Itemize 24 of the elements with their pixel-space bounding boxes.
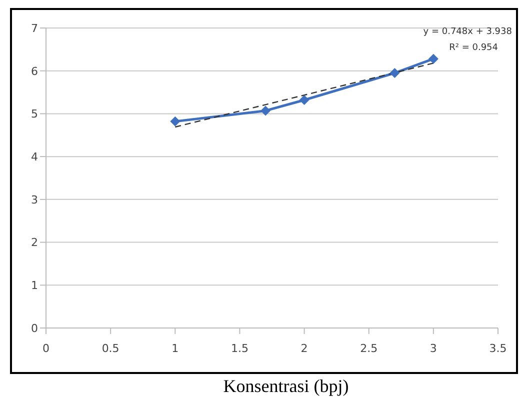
- point: [428, 54, 438, 64]
- x-tick-label: 2: [300, 342, 308, 355]
- x-axis-title: Konsentrasi (bpj): [222, 376, 350, 397]
- x-tick-label: 1.5: [230, 342, 248, 355]
- y-tick-label: 4: [31, 150, 38, 164]
- y-tick-label: 0: [31, 322, 38, 335]
- point: [299, 95, 310, 105]
- y-tick-label: 7: [31, 22, 38, 35]
- x-tick-label: 0.5: [102, 342, 120, 355]
- point: [260, 106, 271, 116]
- y-tick-label: 1: [31, 279, 38, 292]
- y-tick-label: 6: [31, 64, 38, 78]
- annotation: R² = 0.954: [448, 42, 498, 55]
- x-tick-label: 2.5: [360, 342, 378, 355]
- point: [170, 116, 180, 126]
- x-tick-label: 3: [430, 342, 437, 355]
- y-tick-label: 2: [31, 236, 38, 250]
- y-tick-label: 3: [31, 193, 38, 206]
- y-tick-label: 5: [31, 108, 38, 121]
- annotation: y = 0.748x + 3.938: [423, 26, 512, 39]
- x-tick-label: 1: [172, 342, 179, 355]
- x-tick-label: 0: [42, 342, 50, 355]
- x-tick-label: 3.5: [489, 342, 507, 355]
- point: [390, 68, 400, 78]
